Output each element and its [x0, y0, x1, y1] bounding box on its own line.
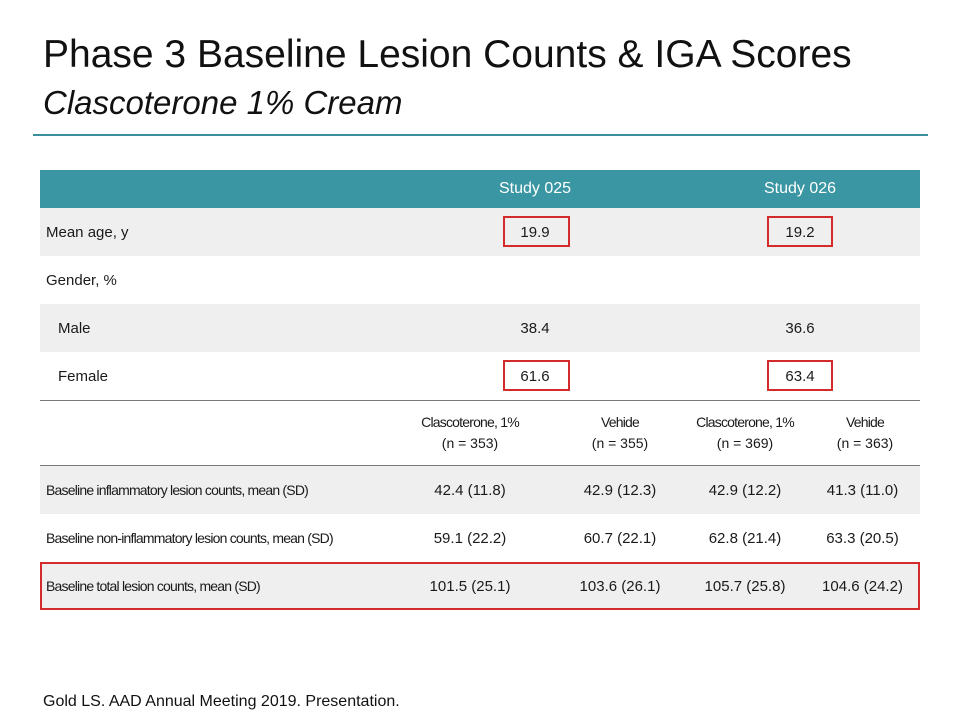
highlight-box-age-025: [503, 216, 570, 247]
divider-line: [40, 400, 920, 401]
slide-subtitle: Clascoterone 1% Cream: [43, 84, 403, 121]
highlight-box-female-026: [767, 360, 833, 391]
arm-name: Clascoterone, 1%: [696, 414, 795, 430]
table-row-male: Male 38.4 36.6: [40, 304, 920, 352]
cell-study-026: 19.2: [785, 223, 815, 241]
arm-name: Vehide: [845, 414, 885, 430]
row-label: Mean age, y: [46, 223, 129, 241]
arm-header: Vehide (n = 355): [565, 401, 675, 465]
divider-line: [40, 465, 920, 466]
arm-n: (n = 363): [836, 435, 894, 451]
value-cell: 41.3 (11.0): [826, 481, 899, 499]
arm-header: Clascoterone, 1% (n = 369): [660, 401, 830, 465]
title-divider: [33, 134, 928, 136]
value-cell: 59.1 (22.2): [433, 529, 507, 547]
value-cell: 42.9 (12.3): [583, 481, 657, 499]
arm-n: (n = 369): [716, 435, 774, 451]
arm-header: Clascoterone, 1% (n = 353): [385, 401, 555, 465]
row-label: Baseline non-inflammatory lesion counts,…: [46, 530, 334, 546]
footer-citation: Gold LS. AAD Annual Meeting 2019. Presen…: [43, 693, 400, 710]
row-label: Female: [58, 367, 109, 385]
arm-name: Clascoterone, 1%: [421, 414, 520, 430]
table-row-total: Baseline total lesion counts, mean (SD) …: [40, 562, 920, 610]
table-row-arms: Clascoterone, 1% (n = 353) Vehide (n = 3…: [40, 401, 920, 465]
value-cell: 62.8 (21.4): [708, 529, 782, 547]
slide-title: Phase 3 Baseline Lesion Counts & IGA Sco…: [43, 33, 852, 76]
value-cell: 63.3 (20.5): [826, 529, 899, 547]
table-header-row: Study 025 Study 026: [40, 170, 920, 208]
value-cell: 104.6 (24.2): [822, 577, 903, 595]
highlight-box-total-row: [40, 562, 920, 610]
value-cell: 101.5 (25.1): [429, 577, 511, 595]
cell-study-026: 63.4: [785, 367, 815, 385]
row-label: Baseline inflammatory lesion counts, mea…: [46, 482, 309, 498]
table-row-non-inflammatory: Baseline non-inflammatory lesion counts,…: [40, 514, 920, 562]
table-row-female: Female 61.6 63.4: [40, 352, 920, 400]
arm-header: Vehide (n = 363): [810, 401, 920, 465]
arm-n: (n = 355): [591, 435, 649, 451]
table-row-inflammatory: Baseline inflammatory lesion counts, mea…: [40, 466, 920, 514]
header-study-026: Study 026: [763, 180, 837, 197]
row-label: Baseline total lesion counts, mean (SD): [46, 578, 261, 594]
value-cell: 42.9 (12.2): [708, 481, 782, 499]
arm-name: Vehide: [600, 414, 640, 430]
arm-n: (n = 353): [441, 435, 499, 451]
highlight-box-age-026: [767, 216, 833, 247]
header-study-025: Study 025: [498, 180, 572, 197]
highlight-box-female-025: [503, 360, 570, 391]
table-row-gender: Gender, %: [40, 256, 920, 304]
cell-study-025: 61.6: [520, 367, 550, 385]
cell-study-026: 36.6: [785, 319, 815, 337]
row-label: Gender, %: [46, 271, 117, 289]
value-cell: 42.4 (11.8): [434, 481, 506, 499]
cell-study-025: 19.9: [520, 223, 550, 241]
value-cell: 105.7 (25.8): [704, 577, 786, 595]
row-label: Male: [58, 319, 91, 337]
value-cell: 103.6 (26.1): [579, 577, 661, 595]
cell-study-025: 38.4: [520, 319, 550, 337]
value-cell: 60.7 (22.1): [583, 529, 657, 547]
